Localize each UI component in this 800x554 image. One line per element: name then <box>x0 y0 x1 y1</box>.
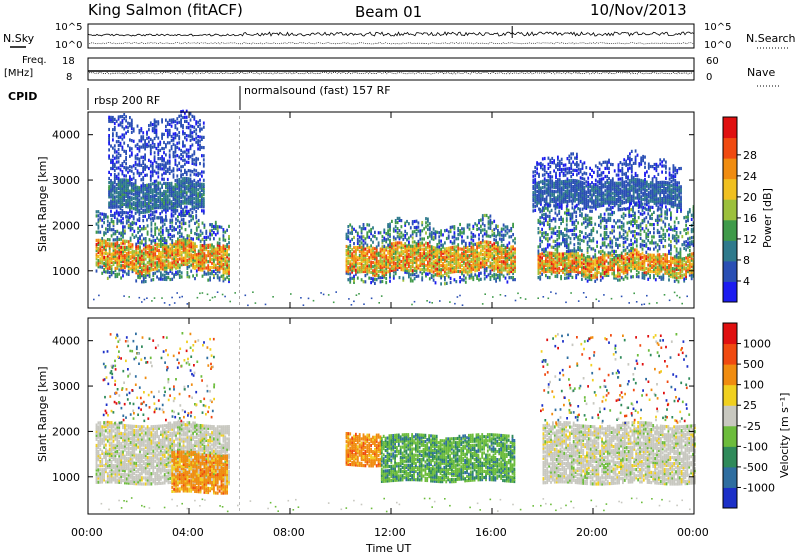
nsky-noise-trace <box>87 26 695 45</box>
x-tick-label: 12:00 <box>374 526 406 539</box>
velocity-colorbar-swatch <box>723 364 737 386</box>
x-tick-label: 04:00 <box>172 526 204 539</box>
station-title: King Salmon (fitACF) <box>88 1 243 19</box>
power-colorbar-tick-label: 4 <box>743 275 750 288</box>
power-colorbar-swatch <box>723 158 737 180</box>
velocity-ytick-label: 1000 <box>52 471 80 484</box>
velocity-colorbar-tick-label: -25 <box>743 420 761 433</box>
freq-label-line1: Freq. <box>22 55 47 66</box>
nave-tick-high: 60 <box>706 56 719 67</box>
velocity-colorbar-swatch <box>723 487 737 509</box>
velocity-ytick-label: 2000 <box>52 425 80 438</box>
x-tick-label: 00:00 <box>71 526 103 539</box>
velocity-colorbar-swatch <box>723 446 737 468</box>
x-tick-label: 20:00 <box>576 526 608 539</box>
nsearch-tick-low: 10^0 <box>704 40 731 51</box>
power-colorbar-frame <box>722 116 738 303</box>
nave-tick-low: 0 <box>706 72 712 83</box>
power-colorbar-swatch <box>723 240 737 262</box>
power-colorbar-swatch <box>723 137 737 159</box>
power-colorbar-tick-label: 28 <box>743 149 757 162</box>
nsky-tick-high: 10^5 <box>55 22 82 33</box>
velocity-ylabel: Slant Range [km] <box>36 366 49 462</box>
velocity-colorbar-swatch <box>723 384 737 406</box>
nave-trace <box>87 71 693 75</box>
power-colorbar-swatch <box>723 281 737 303</box>
power-colorbar-swatch <box>723 199 737 221</box>
velocity-colorbar-tick-label: 25 <box>743 399 757 412</box>
velocity-colorbar-label: Velocity [m s⁻¹] <box>778 393 791 478</box>
power-ytick-label: 2000 <box>52 219 80 232</box>
power-ylabel: Slant Range [km] <box>36 156 49 252</box>
velocity-colorbar-tick-label: -500 <box>743 461 768 474</box>
velocity-colorbar-swatch <box>723 343 737 365</box>
velocity-ytick-label: 3000 <box>52 380 80 393</box>
velocity-colorbar-tick-label: 500 <box>743 358 764 371</box>
beam-title: Beam 01 <box>355 3 422 21</box>
power-colorbar-swatch <box>723 219 737 241</box>
x-tick-label: 00:00 <box>677 526 709 539</box>
nsearch-tick-high: 10^5 <box>704 22 731 33</box>
power-colorbar-swatch <box>723 260 737 282</box>
power-ytick-label: 1000 <box>52 265 80 278</box>
x-tick-label: 08:00 <box>273 526 305 539</box>
velocity-colorbar-tick-label: 100 <box>743 379 764 392</box>
velocity-colorbar-tick-label: -100 <box>743 440 768 453</box>
x-tick-label: 16:00 <box>475 526 507 539</box>
power-ytick-label: 4000 <box>52 129 80 142</box>
nsky-label: N.Sky <box>3 32 35 45</box>
freq-tick-low: 8 <box>66 72 72 83</box>
freq-panel-frame <box>87 57 695 81</box>
power-echo-cells <box>93 109 695 307</box>
power-colorbar-tick-label: 16 <box>743 212 757 225</box>
velocity-colorbar-tick-label: 1000 <box>743 338 771 351</box>
cpid-segment-2: normalsound (fast) 157 RF <box>244 84 391 97</box>
freq-label-line2: [MHz] <box>4 68 33 79</box>
power-colorbar-swatch <box>723 178 737 200</box>
nsky-trace <box>87 31 695 40</box>
velocity-ytick-label: 4000 <box>52 335 80 348</box>
velocity-colorbar-swatch <box>723 425 737 447</box>
velocity-colorbar-swatch <box>723 405 737 427</box>
power-colorbar-tick-label: 20 <box>743 191 757 204</box>
nave-label: Nave <box>747 66 775 79</box>
velocity-colorbar-swatch <box>723 323 737 345</box>
nsearch-label: N.Search <box>746 32 796 45</box>
power-colorbar-label: Power [dB] <box>761 188 774 248</box>
x-axis-label: Time UT <box>365 542 411 554</box>
freq-tick-high: 18 <box>62 56 75 67</box>
velocity-colorbar-tick-label: -1000 <box>743 481 775 494</box>
velocity-colorbar-swatch <box>723 466 737 488</box>
velocity-echo-cells <box>95 322 696 513</box>
power-ytick-label: 3000 <box>52 174 80 187</box>
power-colorbar-tick-label: 12 <box>743 233 757 246</box>
cpid-segment-1: rbsp 200 RF <box>94 94 160 107</box>
cpid-label: CPID <box>8 90 37 103</box>
power-colorbar-swatch <box>723 117 737 139</box>
velocity-colorbar-frame <box>722 322 738 509</box>
nsearch-trace <box>87 42 695 45</box>
power-colorbar-tick-label: 24 <box>743 170 757 183</box>
nsky-tick-low: 10^0 <box>55 40 82 51</box>
date-title: 10/Nov/2013 <box>590 1 687 19</box>
power-colorbar-tick-label: 8 <box>743 254 750 267</box>
